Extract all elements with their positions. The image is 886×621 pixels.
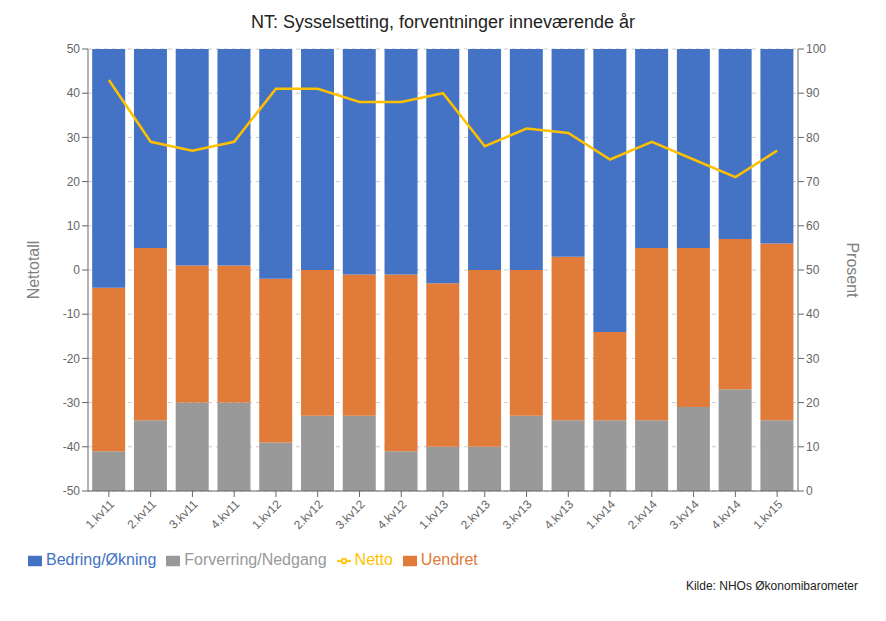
svg-text:50: 50	[806, 263, 820, 277]
svg-text:Prosent: Prosent	[844, 242, 861, 298]
svg-text:4.kv12: 4.kv12	[374, 497, 409, 532]
svg-text:60: 60	[806, 219, 820, 233]
svg-text:10: 10	[806, 440, 820, 454]
svg-text:40: 40	[67, 86, 81, 100]
svg-text:0: 0	[806, 484, 813, 498]
svg-text:4.kv14: 4.kv14	[709, 497, 744, 532]
svg-text:3.kv12: 3.kv12	[333, 497, 368, 532]
svg-text:Nettotall: Nettotall	[25, 241, 42, 300]
html-text:Kilde: NHOs Økonomibarometer: Kilde: NHOs Økonomibarometer	[685, 579, 858, 593]
svg-text:1.kv11: 1.kv11	[83, 497, 118, 532]
svg-text:20: 20	[67, 175, 81, 189]
svg-text:20: 20	[806, 396, 820, 410]
svg-text:0: 0	[73, 263, 80, 277]
svg-text:70: 70	[806, 175, 820, 189]
svg-text:30: 30	[67, 131, 81, 145]
svg-text:3.kv14: 3.kv14	[667, 497, 702, 532]
svg-text:2.kv13: 2.kv13	[458, 497, 493, 532]
svg-text:2.kv11: 2.kv11	[125, 497, 160, 532]
svg-text:1.kv15: 1.kv15	[750, 497, 785, 532]
html-text:Uendret: Uendret	[420, 551, 478, 568]
html-text:NT: Sysselsetting, forventning: NT: Sysselsetting, forventninger innevær…	[250, 12, 636, 32]
svg-text:50: 50	[67, 42, 81, 56]
html-text:Netto: Netto	[354, 551, 393, 568]
svg-text:1.kv13: 1.kv13	[416, 497, 451, 532]
svg-text:1.kv14: 1.kv14	[583, 497, 618, 532]
html-text:Forverring/Nedgang: Forverring/Nedgang	[184, 551, 327, 568]
svg-text:-40: -40	[63, 440, 81, 454]
svg-text:90: 90	[806, 86, 820, 100]
svg-text:-10: -10	[63, 307, 81, 321]
svg-text:-30: -30	[63, 396, 81, 410]
svg-text:3.kv13: 3.kv13	[500, 497, 535, 532]
svg-text:10: 10	[67, 219, 81, 233]
svg-text:100: 100	[806, 42, 826, 56]
svg-text:30: 30	[806, 352, 820, 366]
svg-text:4.kv11: 4.kv11	[208, 497, 243, 532]
svg-text:4.kv13: 4.kv13	[542, 497, 577, 532]
html-text:Bedring/Økning: Bedring/Økning	[46, 551, 157, 568]
svg-text:80: 80	[806, 131, 820, 145]
svg-text:2.kv12: 2.kv12	[291, 497, 326, 532]
svg-text:1.kv12: 1.kv12	[249, 497, 284, 532]
svg-text:-50: -50	[63, 484, 81, 498]
svg-text:2.kv14: 2.kv14	[625, 497, 660, 532]
svg-text:40: 40	[806, 307, 820, 321]
svg-text:3.kv11: 3.kv11	[166, 497, 201, 532]
svg-text:-20: -20	[63, 352, 81, 366]
